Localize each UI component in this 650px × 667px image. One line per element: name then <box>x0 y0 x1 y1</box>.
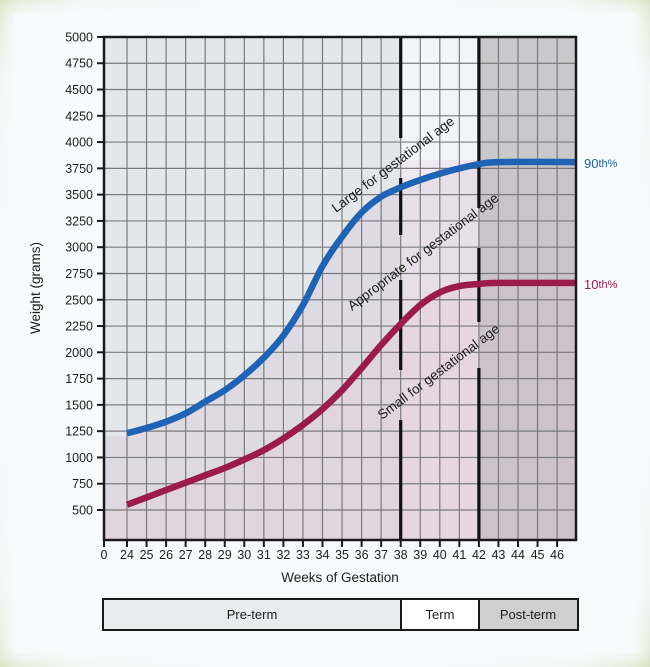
x-tick-label: 45 <box>531 548 545 562</box>
x-tick-label: 28 <box>198 548 212 562</box>
y-tick-label: 2500 <box>65 293 93 307</box>
x-tick-label: 35 <box>335 548 349 562</box>
y-tick-label: 2000 <box>65 346 93 360</box>
y-tick-label: 2250 <box>65 320 93 334</box>
x-tick-label: 36 <box>355 548 369 562</box>
p90-label: 90th% <box>584 156 618 171</box>
period-postterm-label: Post-term <box>500 607 556 622</box>
y-tick-label: 4500 <box>65 83 93 97</box>
p90-curve <box>126 158 577 437</box>
y-axis-title: Weight (grams) <box>28 242 43 334</box>
x-tick-label: 41 <box>452 548 466 562</box>
y-tick-label: 500 <box>72 504 93 518</box>
x-tick-label: 25 <box>140 548 154 562</box>
percentile-curves <box>125 158 577 508</box>
x-tick-label: 0 <box>101 548 108 562</box>
x-tick-label: 39 <box>413 548 427 562</box>
x-tick-label: 29 <box>218 548 232 562</box>
period-postterm <box>478 598 579 631</box>
y-tick-label: 1000 <box>65 451 93 465</box>
x-tick-label: 42 <box>472 548 486 562</box>
x-tick-label: 26 <box>159 548 173 562</box>
x-tick-label: 33 <box>296 548 310 562</box>
x-tick-label: 32 <box>276 548 290 562</box>
x-tick-label: 38 <box>394 548 408 562</box>
plot-grid <box>104 37 576 540</box>
period-preterm-label: Pre-term <box>227 607 278 622</box>
y-tick-label: 3750 <box>65 162 93 176</box>
p10-label: 10th% <box>584 277 618 292</box>
p10-curve <box>125 279 577 508</box>
y-tick-label: 2750 <box>65 267 93 281</box>
plot-background <box>104 37 576 540</box>
y-tick-label: 4250 <box>65 109 93 123</box>
y-tick-label: 4750 <box>65 57 93 71</box>
y-tick-label: 1750 <box>65 372 93 386</box>
x-tick-label: 24 <box>120 548 134 562</box>
y-tick-label: 1500 <box>65 398 93 412</box>
y-tick-label: 3500 <box>65 188 93 202</box>
x-tick-label: 34 <box>316 548 330 562</box>
y-tick-label: 5000 <box>65 30 93 44</box>
x-tick-label: 44 <box>511 548 525 562</box>
x-tick-label: 40 <box>433 548 447 562</box>
x-tick-label: 31 <box>257 548 271 562</box>
x-tick-label: 37 <box>374 548 388 562</box>
x-axis-title: Weeks of Gestation <box>281 570 399 585</box>
x-tick-label: 46 <box>550 548 564 562</box>
period-legend: Pre-term Term Post-term <box>102 598 579 631</box>
y-tick-label: 4000 <box>65 136 93 150</box>
x-tick-label: 30 <box>237 548 251 562</box>
x-tick-label: 27 <box>179 548 193 562</box>
x-tick-label: 43 <box>491 548 505 562</box>
y-tick-label: 3250 <box>65 214 93 228</box>
axes: 500 750 1000 1250 1500 1750 2000 2250 2500 2750 30… <box>65 30 578 562</box>
y-tick-label: 750 <box>72 477 93 491</box>
y-tick-label: 1250 <box>65 425 93 439</box>
y-tick-label: 3000 <box>65 241 93 255</box>
period-preterm <box>102 598 402 631</box>
period-term-label: Term <box>426 607 455 622</box>
